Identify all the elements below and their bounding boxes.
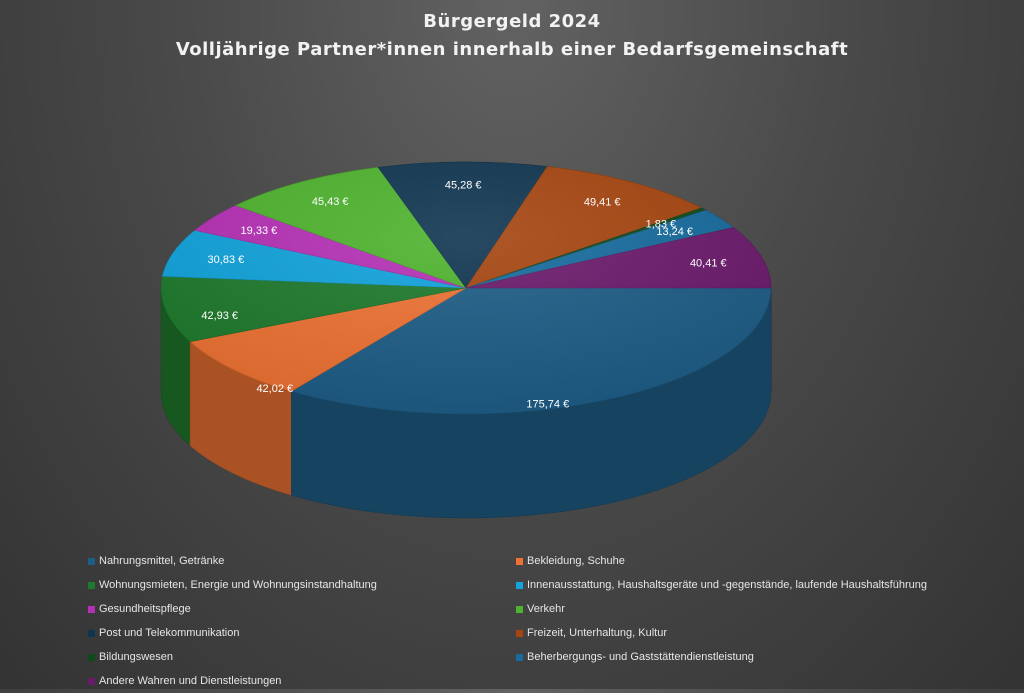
- data-label-7: 49,41 €: [584, 196, 621, 208]
- legend-swatch-7: [516, 629, 523, 637]
- chart-title-block: Bürgergeld 2024 Volljährige Partner*inne…: [0, 8, 1024, 64]
- legend-swatch-0: [88, 557, 95, 565]
- legend-item-5: Verkehr: [516, 597, 986, 621]
- legend-label-1: Bekleidung, Schuhe: [527, 555, 625, 567]
- legend-item-8: Bildungswesen: [88, 645, 516, 669]
- legend-label-3: Innenausstattung, Haushaltsgeräte und -g…: [527, 579, 927, 591]
- data-label-5: 45,43 €: [312, 196, 349, 208]
- data-label-8: 1,83 €: [646, 218, 677, 230]
- data-label-4: 19,33 €: [241, 225, 278, 237]
- chart-subtitle: Volljährige Partner*innen innerhalb eine…: [175, 39, 849, 60]
- legend-item-0: Nahrungsmittel, Getränke: [88, 549, 516, 573]
- legend-swatch-2: [88, 581, 95, 589]
- legend-item-4: Gesundheitspflege: [88, 597, 516, 621]
- pie-top: [160, 161, 772, 415]
- data-label-0: 175,74 €: [526, 399, 569, 411]
- legend-swatch-9: [516, 653, 523, 661]
- legend-label-2: Wohnungsmieten, Energie und Wohnungsinst…: [99, 579, 377, 591]
- legend-label-0: Nahrungsmittel, Getränke: [99, 555, 225, 567]
- legend-label-6: Post und Telekommunikation: [99, 627, 240, 639]
- legend-item-3: Innenausstattung, Haushaltsgeräte und -g…: [516, 573, 986, 597]
- legend-item-9: Beherbergungs- und Gaststättendienstleis…: [516, 645, 986, 669]
- pie-data-labels: 175,74 € 42,02 € 42,93 € 30,83 € 19,33 € 45,4…: [201, 180, 726, 411]
- legend-item-6: Post und Telekommunikation: [88, 621, 516, 645]
- legend-label-5: Verkehr: [527, 603, 565, 615]
- legend-swatch-5: [516, 605, 523, 613]
- legend-item-2: Wohnungsmieten, Energie und Wohnungsinst…: [88, 573, 516, 597]
- legend-label-8: Bildungswesen: [99, 651, 173, 663]
- data-label-2: 42,93 €: [201, 310, 238, 322]
- data-label-9: 13,24 €: [656, 226, 693, 238]
- legend-item-1: Bekleidung, Schuhe: [516, 549, 986, 573]
- data-label-6: 45,28 €: [445, 180, 482, 192]
- chart-title: Bürgergeld 2024: [423, 11, 601, 32]
- legend-label-10: Andere Wahren und Dienstleistungen: [99, 675, 282, 687]
- data-label-10: 40,41 €: [690, 257, 727, 269]
- data-label-1: 42,02 €: [256, 383, 293, 395]
- legend-swatch-8: [88, 653, 95, 661]
- legend-swatch-3: [516, 581, 523, 589]
- legend-label-4: Gesundheitspflege: [99, 603, 191, 615]
- legend-item-10: Andere Wahren und Dienstleistungen: [88, 669, 516, 693]
- legend-swatch-1: [516, 557, 523, 565]
- legend-item-7: Freizeit, Unterhaltung, Kultur: [516, 621, 986, 645]
- data-label-3: 30,83 €: [208, 254, 245, 266]
- legend-label-9: Beherbergungs- und Gaststättendienstleis…: [527, 651, 754, 663]
- chart-legend: Nahrungsmittel, Getränke Bekleidung, Schu…: [88, 549, 988, 693]
- legend-label-7: Freizeit, Unterhaltung, Kultur: [527, 627, 668, 639]
- legend-swatch-4: [88, 605, 95, 613]
- legend-swatch-10: [88, 677, 95, 685]
- legend-swatch-6: [88, 629, 95, 637]
